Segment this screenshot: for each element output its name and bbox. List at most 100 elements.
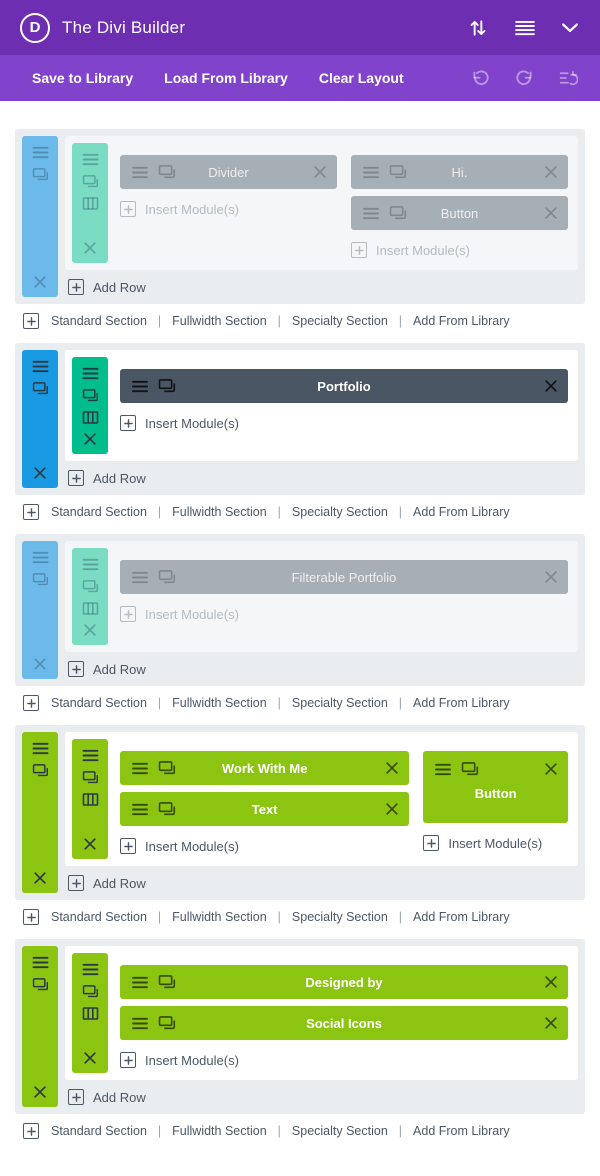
add-row-button[interactable]: Add Row bbox=[68, 279, 578, 295]
row-duplicate-icon[interactable] bbox=[82, 175, 99, 188]
add-standard-section-link[interactable]: Standard Section bbox=[51, 505, 147, 519]
add-standard-section-link[interactable]: Standard Section bbox=[51, 696, 147, 710]
row-columns-icon[interactable] bbox=[82, 197, 99, 210]
module-designed-by[interactable]: Designed by bbox=[120, 965, 568, 999]
add-add-from-library-link[interactable]: Add From Library bbox=[413, 505, 510, 519]
module-delete-icon[interactable] bbox=[545, 380, 557, 392]
section-drag-icon[interactable] bbox=[32, 956, 49, 969]
row-move-handle[interactable] bbox=[72, 739, 108, 859]
module-delete-icon[interactable] bbox=[545, 763, 557, 775]
row-delete-icon[interactable] bbox=[84, 624, 96, 636]
add-row-button[interactable]: Add Row bbox=[68, 470, 578, 486]
section-delete-icon[interactable] bbox=[34, 658, 46, 670]
section-duplicate-icon[interactable] bbox=[32, 764, 49, 777]
row-columns-icon[interactable] bbox=[82, 602, 99, 615]
row-duplicate-icon[interactable] bbox=[82, 771, 99, 784]
section-delete-icon[interactable] bbox=[34, 467, 46, 479]
section-delete-icon[interactable] bbox=[34, 1086, 46, 1098]
insert-module-button[interactable]: Insert Module(s) bbox=[120, 196, 337, 222]
collapse-chevron-icon[interactable] bbox=[562, 22, 578, 33]
section-move-handle[interactable] bbox=[22, 541, 58, 679]
save-to-library-button[interactable]: Save to Library bbox=[32, 70, 134, 86]
redo-icon[interactable] bbox=[515, 69, 534, 87]
module-work-with-me[interactable]: Work With Me bbox=[120, 751, 410, 785]
module-delete-icon[interactable] bbox=[545, 1017, 557, 1029]
module-duplicate-icon[interactable] bbox=[158, 570, 176, 584]
module-hi[interactable]: Hi. bbox=[351, 155, 568, 189]
module-delete-icon[interactable] bbox=[545, 976, 557, 988]
section-drag-icon[interactable] bbox=[32, 146, 49, 159]
row-drag-icon[interactable] bbox=[82, 963, 99, 976]
add-row-button[interactable]: Add Row bbox=[68, 661, 578, 677]
row-move-handle[interactable] bbox=[72, 548, 108, 645]
add-specialty-section-link[interactable]: Specialty Section bbox=[291, 910, 388, 924]
section-delete-icon[interactable] bbox=[34, 276, 46, 288]
row-delete-icon[interactable] bbox=[84, 242, 96, 254]
module-delete-icon[interactable] bbox=[386, 762, 398, 774]
module-drag-icon[interactable] bbox=[131, 1017, 149, 1030]
module-social-icons[interactable]: Social Icons bbox=[120, 1006, 568, 1040]
add-row-button[interactable]: Add Row bbox=[68, 875, 578, 891]
add-add-from-library-link[interactable]: Add From Library bbox=[413, 696, 510, 710]
row-drag-icon[interactable] bbox=[82, 367, 99, 380]
row-columns-icon[interactable] bbox=[82, 411, 99, 424]
add-add-from-library-link[interactable]: Add From Library bbox=[413, 314, 510, 328]
module-drag-icon[interactable] bbox=[434, 763, 452, 776]
section-move-handle[interactable] bbox=[22, 136, 58, 297]
row-columns-icon[interactable] bbox=[82, 793, 99, 806]
add-fullwidth-section-link[interactable]: Fullwidth Section bbox=[172, 314, 267, 328]
row-duplicate-icon[interactable] bbox=[82, 580, 99, 593]
row-columns-icon[interactable] bbox=[82, 1007, 99, 1020]
module-duplicate-icon[interactable] bbox=[158, 1016, 176, 1030]
row-move-handle[interactable] bbox=[72, 357, 108, 454]
add-add-from-library-link[interactable]: Add From Library bbox=[413, 910, 510, 924]
row-move-handle[interactable] bbox=[72, 143, 108, 263]
module-duplicate-icon[interactable] bbox=[158, 975, 176, 989]
module-delete-icon[interactable] bbox=[386, 803, 398, 815]
row-duplicate-icon[interactable] bbox=[82, 389, 99, 402]
reorder-sections-icon[interactable] bbox=[468, 19, 488, 37]
section-delete-icon[interactable] bbox=[34, 872, 46, 884]
section-drag-icon[interactable] bbox=[32, 742, 49, 755]
module-drag-icon[interactable] bbox=[131, 762, 149, 775]
section-move-handle[interactable] bbox=[22, 732, 58, 893]
module-drag-icon[interactable] bbox=[131, 380, 149, 393]
row-delete-icon[interactable] bbox=[84, 433, 96, 445]
insert-module-button[interactable]: Insert Module(s) bbox=[120, 410, 568, 436]
section-drag-icon[interactable] bbox=[32, 360, 49, 373]
insert-module-button[interactable]: Insert Module(s) bbox=[120, 1047, 568, 1073]
add-fullwidth-section-link[interactable]: Fullwidth Section bbox=[172, 1124, 267, 1138]
add-specialty-section-link[interactable]: Specialty Section bbox=[291, 314, 388, 328]
module-drag-icon[interactable] bbox=[131, 803, 149, 816]
section-drag-icon[interactable] bbox=[32, 551, 49, 564]
history-icon[interactable] bbox=[559, 70, 578, 87]
module-duplicate-icon[interactable] bbox=[389, 165, 407, 179]
add-standard-section-link[interactable]: Standard Section bbox=[51, 1124, 147, 1138]
section-duplicate-icon[interactable] bbox=[32, 573, 49, 586]
add-standard-section-link[interactable]: Standard Section bbox=[51, 910, 147, 924]
module-drag-icon[interactable] bbox=[362, 166, 380, 179]
undo-icon[interactable] bbox=[471, 69, 490, 87]
insert-module-button[interactable]: Insert Module(s) bbox=[120, 833, 409, 859]
add-row-button[interactable]: Add Row bbox=[68, 1089, 578, 1105]
row-move-handle[interactable] bbox=[72, 953, 108, 1073]
load-from-library-button[interactable]: Load From Library bbox=[164, 70, 288, 86]
module-filterable-portfolio[interactable]: Filterable Portfolio bbox=[120, 560, 568, 594]
add-fullwidth-section-link[interactable]: Fullwidth Section bbox=[172, 505, 267, 519]
module-duplicate-icon[interactable] bbox=[158, 379, 176, 393]
module-drag-icon[interactable] bbox=[131, 166, 149, 179]
row-duplicate-icon[interactable] bbox=[82, 985, 99, 998]
add-standard-section-link[interactable]: Standard Section bbox=[51, 314, 147, 328]
module-button[interactable]: Button bbox=[351, 196, 568, 230]
add-specialty-section-link[interactable]: Specialty Section bbox=[291, 696, 388, 710]
add-add-from-library-link[interactable]: Add From Library bbox=[413, 1124, 510, 1138]
module-drag-icon[interactable] bbox=[131, 571, 149, 584]
module-delete-icon[interactable] bbox=[314, 166, 326, 178]
module-portfolio[interactable]: Portfolio bbox=[120, 369, 568, 403]
section-duplicate-icon[interactable] bbox=[32, 168, 49, 181]
insert-module-button[interactable]: Insert Module(s) bbox=[351, 237, 568, 263]
row-drag-icon[interactable] bbox=[82, 153, 99, 166]
module-duplicate-icon[interactable] bbox=[158, 761, 176, 775]
module-duplicate-icon[interactable] bbox=[461, 762, 479, 776]
row-delete-icon[interactable] bbox=[84, 838, 96, 850]
